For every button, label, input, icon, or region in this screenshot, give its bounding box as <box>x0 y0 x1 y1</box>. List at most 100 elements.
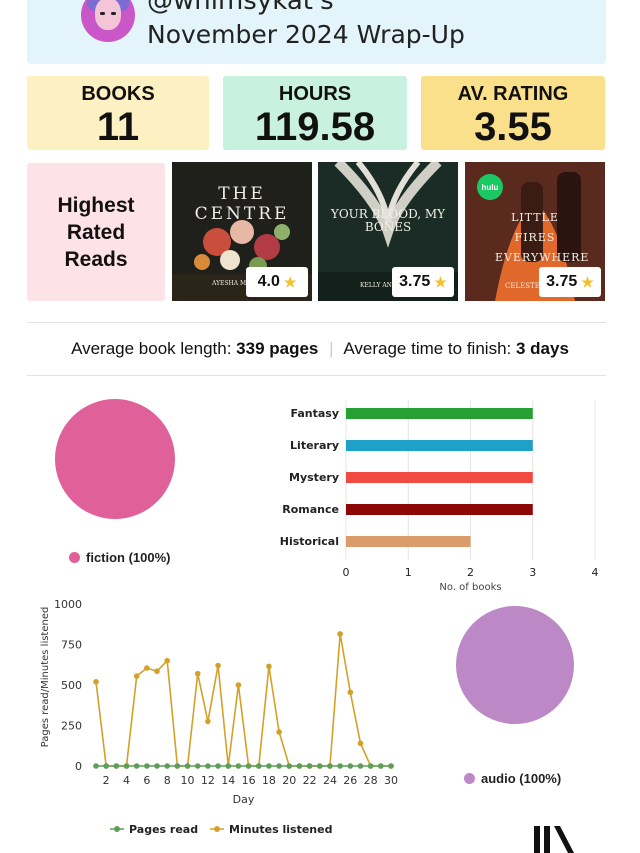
data-point <box>296 763 303 769</box>
highest-rated-title: Highest Rated Reads <box>57 193 135 271</box>
x-tick-label: 26 <box>343 774 357 787</box>
x-axis-label: No. of books <box>439 582 501 593</box>
x-axis-label: Day <box>233 793 255 806</box>
average-stats-line: Average book length: 339 pages | Average… <box>0 339 640 359</box>
data-point <box>347 689 354 696</box>
x-tick-label: 28 <box>364 774 378 787</box>
y-tick-label: 0 <box>75 760 82 773</box>
fiction-pie-chart <box>55 399 175 519</box>
data-point <box>255 763 262 769</box>
data-point <box>113 763 120 769</box>
data-point <box>327 763 333 769</box>
stat-card-hours: HOURS 119.58 <box>223 76 407 150</box>
y-category-label: Mystery <box>289 471 339 484</box>
pie-slice <box>55 399 175 519</box>
y-tick-label: 750 <box>61 639 82 652</box>
data-point <box>286 763 293 769</box>
audio-legend: audio (100%) <box>464 771 561 786</box>
legend-dot <box>69 552 80 563</box>
rating-value: 4.0 <box>257 273 280 290</box>
stat-label: HOURS <box>278 83 352 105</box>
x-tick-label: 0 <box>343 566 350 579</box>
stat-card-rating: AV. RATING 3.55 <box>421 76 605 150</box>
x-tick-label: 6 <box>143 774 150 787</box>
data-point <box>388 763 394 769</box>
legend-label: Minutes listened <box>229 823 332 836</box>
avatar-eye-left <box>100 12 105 15</box>
data-point <box>154 763 160 769</box>
x-tick-label: 8 <box>164 774 171 787</box>
book-cover-little-fires-everywhere[interactable]: hulu LITTLE FIRES EVERYWHERE CELESTE NG … <box>465 162 605 301</box>
x-tick-label: 24 <box>323 774 337 787</box>
legend-marker <box>114 826 120 832</box>
highest-rated-heading-box: Highest Rated Reads <box>27 163 165 301</box>
avg-finish-value: 3 days <box>515 339 569 358</box>
data-point <box>194 763 201 769</box>
data-point <box>205 718 211 725</box>
data-point <box>174 763 181 769</box>
series-line <box>95 633 391 767</box>
data-point <box>184 763 191 769</box>
data-point <box>266 663 272 670</box>
y-axis-label: Pages read/Minutes listened <box>40 607 51 748</box>
bar <box>346 472 533 483</box>
data-point <box>144 763 150 769</box>
x-tick-label: 4 <box>123 774 130 787</box>
stat-value: 3.55 <box>474 105 552 149</box>
stat-value: 119.58 <box>254 105 376 149</box>
data-point <box>133 673 140 679</box>
data-point <box>266 763 272 769</box>
bar <box>346 440 533 451</box>
avg-finish-label: Average time to finish: <box>343 339 512 358</box>
avg-length-label: Average book length: <box>71 339 232 358</box>
rating-badge: 4.0 ★ <box>246 267 308 297</box>
data-point <box>235 763 242 769</box>
data-point <box>367 763 374 769</box>
pie-slice <box>456 606 574 724</box>
x-tick-label: 12 <box>201 774 215 787</box>
legend-label: audio (100%) <box>481 771 562 786</box>
data-point <box>337 631 343 637</box>
data-point <box>133 763 140 769</box>
data-point <box>337 763 343 769</box>
page-title: November 2024 Wrap-Up <box>147 20 465 49</box>
x-tick-label: 14 <box>221 774 235 787</box>
data-point <box>245 763 252 769</box>
cover-title: YOUR BLOOD, MY BONES <box>330 207 446 234</box>
data-point <box>123 763 130 769</box>
y-category-label: Romance <box>282 503 339 516</box>
divider <box>27 375 606 376</box>
y-category-label: Fantasy <box>290 407 339 420</box>
data-point <box>276 729 282 735</box>
x-tick-label: 2 <box>103 774 110 787</box>
avatar-eye-right <box>111 12 116 15</box>
cover-author: CELESTE NG <box>505 282 554 290</box>
divider <box>27 322 606 323</box>
x-tick-label: 4 <box>592 566 599 579</box>
book-cover-your-blood-my-bones[interactable]: YOUR BLOOD, MY BONES KELLY ANDREW 3.75 ★ <box>318 162 458 301</box>
data-point <box>164 657 171 664</box>
hulu-badge-icon: hulu <box>477 174 503 200</box>
y-category-label: Historical <box>280 535 339 548</box>
legend-dot <box>464 773 475 784</box>
x-tick-label: 30 <box>384 774 398 787</box>
data-point <box>235 682 242 688</box>
x-tick-label: 1 <box>405 566 412 579</box>
y-category-label: Literary <box>290 439 339 452</box>
cover-author: KELLY ANDREW <box>360 282 412 289</box>
bar <box>346 408 533 419</box>
data-point <box>215 662 221 669</box>
book-cover-the-centre[interactable]: THE CENTRE AYESHA MANAZIR SIDDIQI 4.0 ★ <box>172 162 312 301</box>
rating-badge: 3.75 ★ <box>539 267 601 297</box>
x-tick-label: 10 <box>181 774 195 787</box>
y-tick-label: 1000 <box>54 598 82 611</box>
genre-bar-chart: 0 1 2 3 4 Fantasy Literary Mystery Romance Histor… <box>280 400 599 593</box>
data-point <box>144 665 150 671</box>
data-point <box>357 763 364 769</box>
avg-length-value: 339 pages <box>236 339 319 358</box>
cover-title: LITTLE FIRES EVERYWHERE <box>495 211 590 264</box>
audio-pie-chart <box>456 606 574 724</box>
legend-label: Pages read <box>129 823 198 836</box>
data-point <box>205 763 211 769</box>
